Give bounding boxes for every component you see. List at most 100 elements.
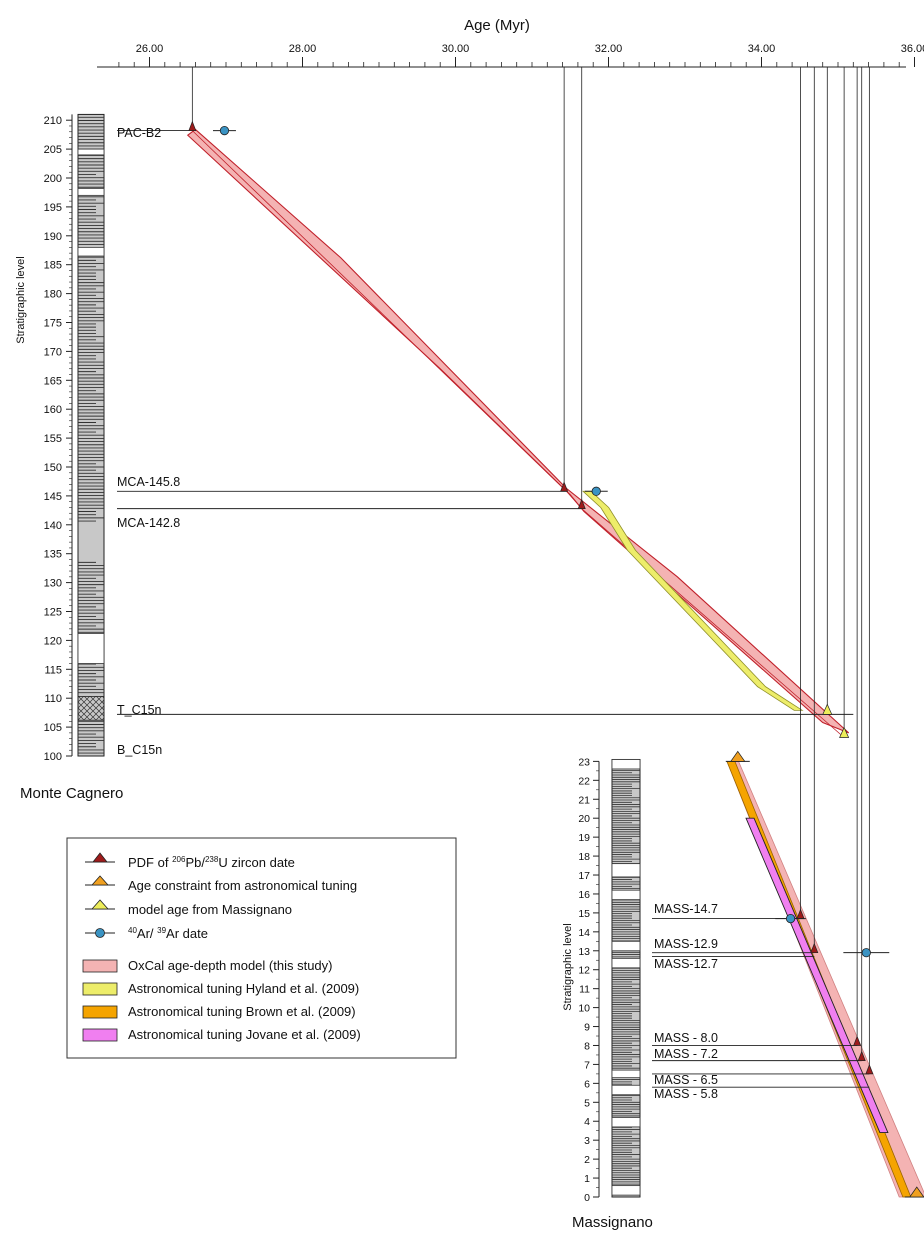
- astro-constraint-marker: [730, 750, 746, 762]
- ms-white-bed: [611, 889, 641, 901]
- sample-label-mass-6-5: MASS - 6.5: [654, 1073, 718, 1087]
- age-tick-label: 26.00: [136, 43, 164, 55]
- age-tick-label: 30.00: [442, 43, 470, 55]
- legend-yellow-swatch: [82, 982, 118, 996]
- mc-tick-label: 205: [44, 144, 62, 156]
- mc-white-bed: [77, 148, 105, 156]
- ms-tick-label: 8: [584, 1040, 590, 1052]
- mc-tick-label: 110: [44, 693, 62, 705]
- ms-tick-label: 18: [578, 851, 590, 863]
- age-tick-label: 34.00: [748, 43, 776, 55]
- sample-label-pac-b2: PAC-B2: [117, 126, 161, 140]
- u-pb-date-marker: [865, 1063, 874, 1075]
- ms-tick-label: 10: [578, 1003, 590, 1015]
- legend-item-hyland: Astronomical tuning Hyland et al. (2009): [82, 981, 359, 996]
- sample-label-t-c15n: T_C15n: [117, 703, 162, 717]
- monte-cagnero-sample-labels: PAC-B2 MCA-145.8 MCA-142.8 T_C15n B_C15n: [117, 126, 180, 757]
- ms-tick-label: 12: [578, 965, 590, 977]
- mc-tick-label: 160: [44, 404, 62, 416]
- mc-tick-label: 190: [44, 231, 62, 243]
- mc-tick-label: 155: [44, 433, 62, 445]
- ms-tick-label: 17: [578, 870, 590, 882]
- ms-jovane-band: [745, 817, 889, 1134]
- ms-tick-label: 1: [584, 1173, 590, 1185]
- ar-ar-date-marker: [785, 913, 796, 924]
- legend-item-jovane: Astronomical tuning Jovane et al. (2009): [82, 1027, 361, 1042]
- date-markers: [188, 120, 924, 1198]
- u-pb-date-marker: [188, 120, 197, 131]
- sample-marker-lines: [117, 130, 870, 1088]
- massignano-title: Massignano: [572, 1214, 653, 1231]
- sample-label-mass-7-2: MASS - 7.2: [654, 1047, 718, 1061]
- mc-white-bed: [77, 246, 105, 257]
- mc-tick-label: 130: [44, 578, 62, 590]
- legend-item-brown: Astronomical tuning Brown et al. (2009): [82, 1004, 356, 1019]
- mc-tick-label: 120: [44, 635, 62, 647]
- age-tick-label: 36.00: [901, 43, 924, 55]
- ms-white-bed: [611, 759, 641, 770]
- legend: PDF of 206Pb/238U zircon date Age constr…: [66, 837, 457, 1059]
- mc-hyland-band: [582, 490, 804, 711]
- ms-white-bed: [611, 1084, 641, 1096]
- legend-item-u-pb: PDF of 206Pb/238U zircon date: [85, 852, 295, 870]
- ms-white-bed: [611, 1185, 641, 1196]
- u-pb-date-marker: [577, 498, 586, 509]
- mc-tick-label: 210: [44, 115, 62, 127]
- ms-tick-label: 3: [584, 1135, 590, 1147]
- age-tick-label: 28.00: [289, 43, 317, 55]
- monte-cagnero-lithology-column: [77, 113, 105, 757]
- ms-white-bed: [611, 1069, 641, 1079]
- mc-tick-label: 175: [44, 318, 62, 330]
- sample-label-mass-8-0: MASS - 8.0: [654, 1031, 718, 1045]
- mc-tick-label: 100: [44, 751, 62, 763]
- ms-tick-label: 22: [578, 775, 590, 787]
- ms-tick-label: 7: [584, 1059, 590, 1071]
- sample-label-mass-12-9: MASS-12.9: [654, 937, 718, 951]
- legend-yellow-triangle-icon: [91, 899, 109, 910]
- ms-tick-label: 21: [578, 794, 590, 806]
- svg-text:Astronomical tuning Jovane et: Astronomical tuning Jovane et al. (2009): [128, 1027, 361, 1042]
- ms-tick-label: 23: [578, 756, 590, 768]
- sample-label-b-c15n: B_C15n: [117, 743, 162, 757]
- age-axis-title: Age (Myr): [464, 17, 530, 34]
- ms-tick-label: 20: [578, 813, 590, 825]
- ms-tick-label: 4: [584, 1116, 590, 1128]
- legend-item-model-age: model age from Massignano: [85, 899, 292, 917]
- legend-blue-circle-icon: [95, 928, 105, 938]
- legend-box: [66, 837, 457, 1059]
- monte-cagnero-title: Monte Cagnero: [20, 785, 123, 802]
- u-pb-date-marker: [857, 1050, 866, 1061]
- legend-item-oxcal: OxCal age-depth model (this study): [82, 958, 332, 973]
- svg-text:Age constraint from astronomic: Age constraint from astronomical tuning: [128, 878, 357, 893]
- ms-tick-label: 19: [578, 832, 590, 844]
- massignano-lithology-column: [611, 758, 641, 1198]
- svg-text:40Ar/ 39Ar date: 40Ar/ 39Ar date: [128, 926, 208, 941]
- ar-ar-date-marker: [219, 126, 230, 136]
- ms-tick-label: 13: [578, 946, 590, 958]
- ms-tick-label: 15: [578, 908, 590, 920]
- monte-cagnero-ylabel: Stratigraphic level: [15, 256, 27, 343]
- sample-label-mca-145-8: MCA-145.8: [117, 475, 180, 489]
- mc-tick-label: 135: [44, 549, 62, 561]
- mc-tick-label: 200: [44, 173, 62, 185]
- mc-tick-label: 115: [44, 664, 62, 676]
- monte-cagnero-axis: 100 105 110 115 120 125 130 135 140 145 150 155 160 1…: [44, 114, 73, 763]
- mc-tick-label: 165: [44, 375, 62, 387]
- svg-text:OxCal age-depth model (this st: OxCal age-depth model (this study): [128, 958, 332, 973]
- age-axis-ticks: 26.00 28.00 30.00 32.00 34.00 36.00: [118, 43, 924, 67]
- sample-label-mass-12-7: MASS-12.7: [654, 957, 718, 971]
- mc-tick-label: 145: [44, 491, 62, 503]
- ms-tick-label: 16: [578, 889, 590, 901]
- mc-tick-label: 180: [44, 289, 62, 301]
- u-pb-date-marker: [560, 481, 569, 492]
- mc-tick-label: 105: [44, 722, 62, 734]
- legend-pink-swatch: [82, 959, 118, 973]
- sample-label-mass-14-7: MASS-14.7: [654, 902, 718, 916]
- mc-tick-label: 170: [44, 346, 62, 358]
- mc-tick-label: 150: [44, 462, 62, 474]
- model-age-marker: [822, 703, 833, 715]
- svg-text:PDF of 206Pb/238U zircon date: PDF of 206Pb/238U zircon date: [128, 855, 295, 870]
- ms-tick-label: 11: [579, 984, 590, 996]
- legend-item-ar-ar: 40Ar/ 39Ar date: [85, 926, 208, 941]
